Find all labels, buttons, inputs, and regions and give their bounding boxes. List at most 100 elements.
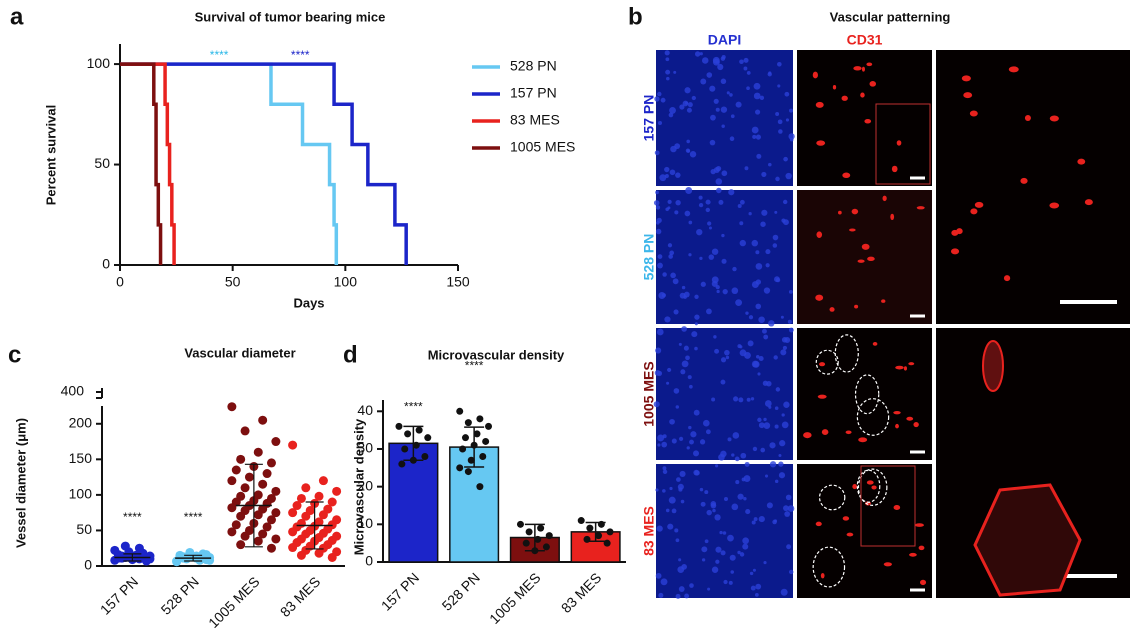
nucleus — [785, 118, 790, 122]
nucleus — [676, 477, 681, 482]
nucleus — [675, 172, 681, 178]
nucleus — [767, 72, 772, 77]
nucleus — [657, 443, 661, 447]
dapi-image — [656, 328, 793, 460]
nucleus — [760, 221, 766, 227]
nucleus — [687, 102, 693, 108]
data-point — [586, 524, 594, 532]
nucleus — [762, 328, 767, 334]
data-point — [227, 402, 237, 412]
nucleus — [713, 335, 717, 339]
nucleus — [662, 434, 667, 439]
nucleus — [694, 294, 699, 299]
vessel — [864, 118, 872, 124]
nucleus — [714, 348, 720, 354]
data-point — [473, 430, 481, 438]
nucleus — [739, 199, 745, 205]
nucleus — [769, 461, 777, 468]
nucleus — [664, 166, 670, 173]
nucleus — [754, 109, 761, 115]
data-point — [227, 527, 237, 537]
nucleus — [700, 78, 707, 85]
data-point — [464, 419, 472, 427]
vessel — [842, 516, 850, 521]
nucleus — [721, 233, 725, 238]
data-point — [542, 543, 550, 551]
nucleus — [751, 239, 759, 247]
data-point — [266, 458, 276, 468]
nucleus — [785, 494, 792, 501]
nucleus — [778, 453, 782, 457]
nucleus — [677, 483, 684, 490]
row-label: 157 PN — [641, 95, 657, 142]
vessel-outline — [856, 469, 881, 503]
data-point — [110, 545, 120, 555]
nucleus — [688, 253, 692, 257]
nucleus — [689, 583, 694, 588]
data-point — [271, 534, 281, 544]
nucleus — [775, 176, 780, 182]
nucleus — [686, 139, 691, 144]
nucleus — [705, 207, 711, 213]
survival-line — [120, 62, 408, 265]
vessel — [846, 532, 854, 537]
data-point — [288, 508, 298, 518]
data-point — [262, 522, 272, 532]
nucleus — [655, 488, 659, 492]
vessel — [951, 229, 959, 236]
data-point — [459, 445, 467, 453]
nucleus — [704, 539, 709, 544]
legend-label: 1005 MES — [510, 139, 575, 155]
nucleus — [657, 262, 663, 269]
data-point — [583, 535, 591, 543]
nucleus — [670, 145, 677, 153]
nucleus — [704, 490, 709, 495]
nucleus — [711, 566, 719, 573]
data-point — [464, 468, 472, 476]
y-tick-label: 40 — [357, 402, 373, 418]
nucleus — [772, 243, 778, 248]
cd31-image — [797, 50, 932, 186]
nucleus — [675, 538, 680, 543]
data-point — [314, 548, 324, 558]
nucleus — [699, 52, 703, 56]
row-label: 528 PN — [641, 234, 657, 281]
vessel — [853, 66, 862, 71]
x-tick-label: 1005 MES — [486, 569, 544, 627]
nucleus — [685, 148, 691, 153]
column-label: DAPI — [708, 32, 741, 48]
nucleus — [752, 568, 756, 572]
data-point — [231, 465, 241, 475]
nucleus — [743, 475, 751, 483]
data-point — [301, 511, 311, 521]
data-point — [456, 464, 464, 472]
x-tick-label: 83 MES — [558, 569, 605, 616]
nucleus — [783, 401, 790, 408]
nucleus — [713, 98, 719, 104]
nucleus — [689, 439, 694, 445]
nucleus — [658, 592, 664, 598]
nucleus — [675, 405, 680, 409]
nucleus — [679, 436, 684, 441]
nucleus — [729, 554, 736, 561]
nucleus — [775, 112, 780, 116]
nucleus — [654, 370, 661, 376]
nucleus — [755, 134, 762, 140]
nucleus — [673, 70, 677, 74]
data-point — [479, 453, 487, 461]
data-point — [603, 539, 611, 547]
data-point — [606, 528, 614, 536]
data-point — [244, 472, 254, 482]
data-point — [534, 535, 542, 543]
nucleus — [781, 421, 789, 429]
vessel — [882, 195, 887, 202]
data-point — [258, 479, 268, 489]
chart-title: Vascular patterning — [830, 9, 951, 24]
nucleus — [709, 85, 716, 92]
nucleus — [734, 456, 740, 462]
data-point — [525, 528, 533, 536]
vessel — [815, 521, 822, 527]
nucleus — [755, 354, 760, 359]
nucleus — [679, 104, 685, 110]
nucleus — [657, 120, 663, 126]
